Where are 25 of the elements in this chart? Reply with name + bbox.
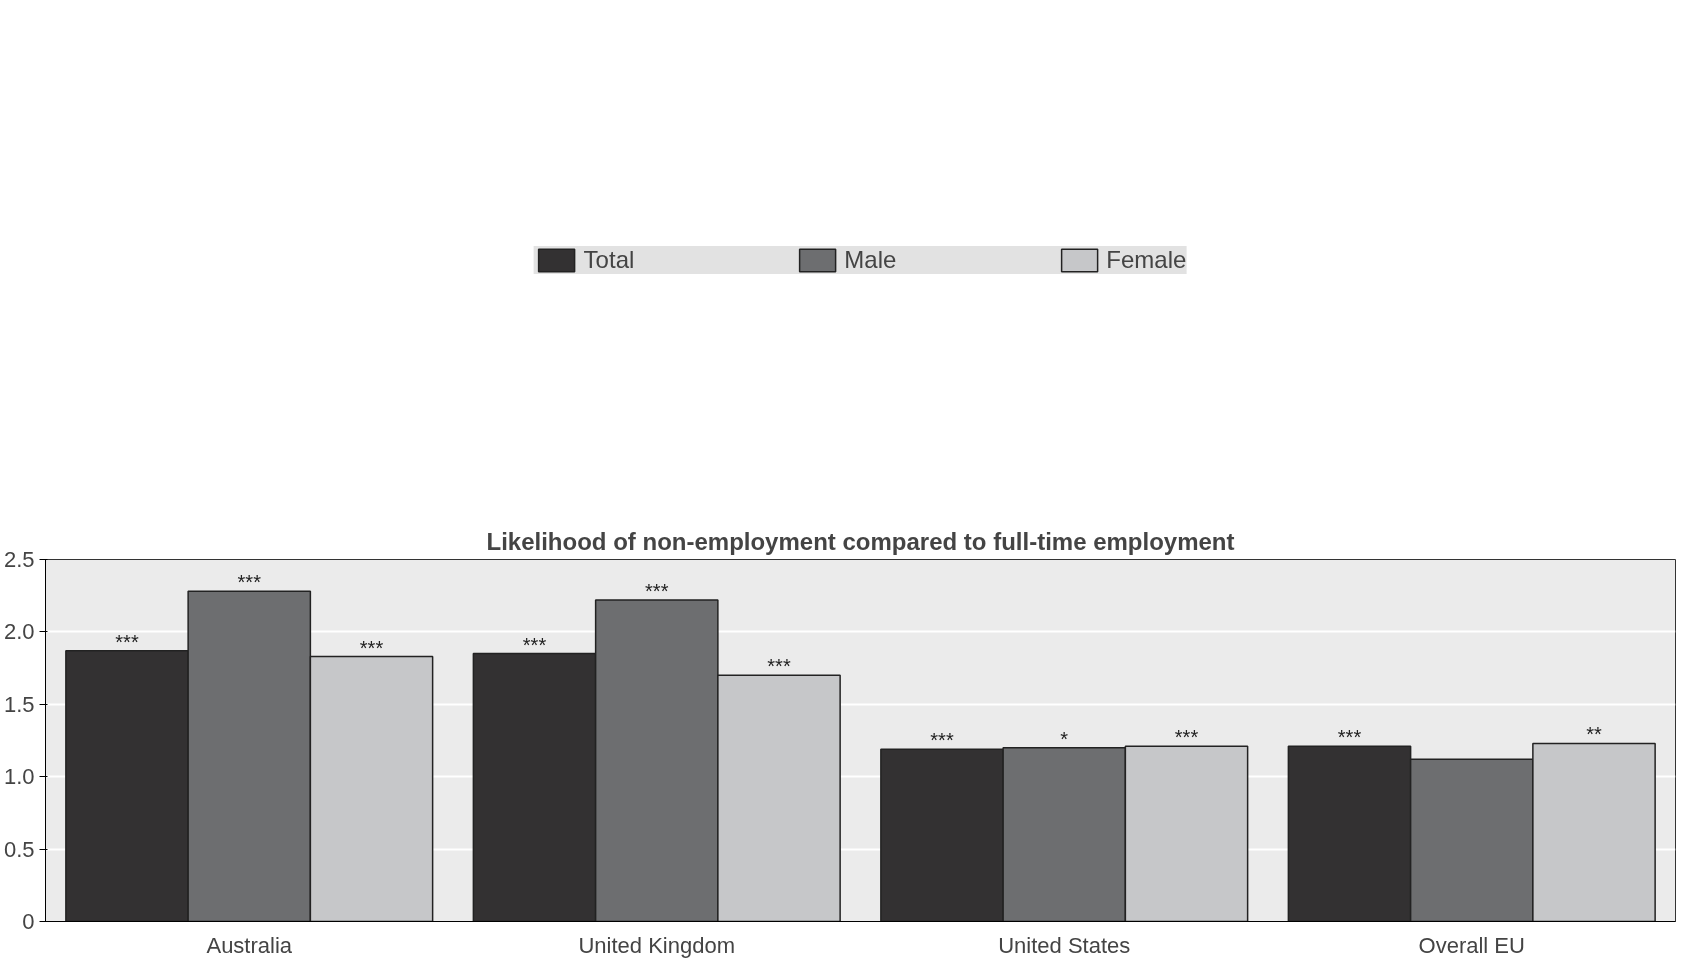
chart-title: Likelihood of non-employment compared to full-time employment bbox=[486, 527, 1235, 555]
y-tick-label: 1.0 bbox=[3, 764, 35, 790]
x-tick-label: Australia bbox=[206, 932, 293, 958]
data-label: *** bbox=[522, 633, 547, 656]
data-label: *** bbox=[930, 729, 954, 752]
x-tick-label: United Kingdom bbox=[578, 932, 736, 958]
y-tick-label: 0 bbox=[22, 909, 35, 934]
y-tick-label: 0.5 bbox=[3, 836, 35, 862]
legend-label: Female bbox=[1106, 246, 1187, 274]
x-tick-label: United States bbox=[998, 932, 1131, 958]
data-label: *** bbox=[1174, 726, 1199, 749]
data-label: *** bbox=[1337, 726, 1362, 749]
y-tick-label: 2.0 bbox=[3, 619, 35, 645]
data-label: *** bbox=[645, 580, 669, 603]
y-tick-label: 2.5 bbox=[3, 547, 35, 572]
x-tick-label: Overall EU bbox=[1418, 932, 1525, 958]
data-label: *** bbox=[237, 571, 262, 594]
data-label: ** bbox=[1586, 723, 1602, 746]
data-label: * bbox=[1060, 727, 1069, 750]
y-tick-label: 1.5 bbox=[3, 691, 35, 717]
legend-label: Male bbox=[844, 246, 897, 274]
data-label: *** bbox=[767, 655, 791, 678]
data-label: *** bbox=[359, 636, 384, 659]
legend-label: Total bbox=[583, 246, 635, 274]
data-label: *** bbox=[115, 630, 139, 653]
